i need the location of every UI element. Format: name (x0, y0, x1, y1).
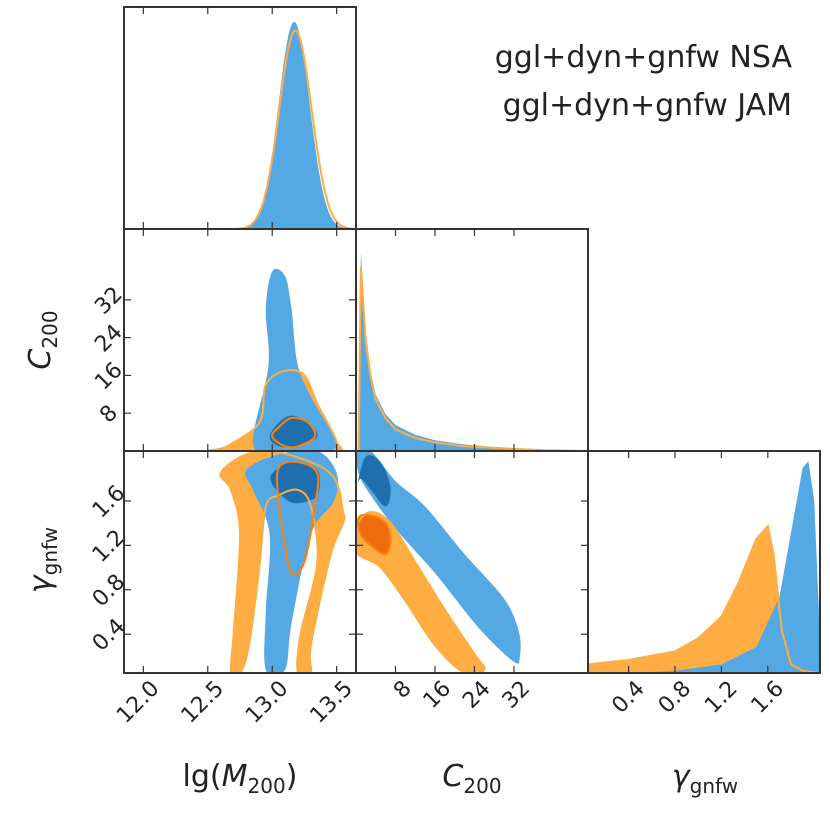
c200-marginal-jam-line (357, 267, 584, 451)
c200_vs_lgM-jam-outer-line (206, 368, 343, 451)
panel-gamma-vs-lgM (219, 451, 346, 673)
gamma-marginal-nsa-fill (588, 461, 820, 673)
frame-2-2 (587, 450, 821, 674)
xlabel-lgM: lg(M200) (183, 759, 298, 798)
xtick-label-lgM: 12.5 (177, 676, 229, 728)
panel-c200-marginal (357, 252, 584, 451)
c200_vs_lgM-jam-inner-line (271, 416, 317, 449)
frame-1-1 (355, 228, 589, 452)
axis-ticks (124, 7, 769, 673)
panel-gamma-vs-c200 (356, 451, 521, 673)
ylabel-gamma: γgnfw (23, 527, 62, 593)
c200_vs_lgM-nsa-outer (252, 268, 338, 451)
ytick-label-c200: 32 (90, 282, 127, 319)
xtick-label-lgM: 12.0 (112, 676, 164, 728)
xtick-label-gamma: 0.4 (607, 676, 649, 718)
lgM-marginal-nsa-fill (124, 21, 356, 229)
gamma_vs_lgM-jam-outer-line (219, 451, 346, 673)
xtick-label-lgM: 13.0 (241, 676, 293, 728)
ytick-label-c200: 24 (90, 320, 127, 357)
gamma-marginal-jam-line (588, 523, 820, 673)
panel-frames (123, 6, 821, 674)
gamma_vs_lgM-jam-inner-line (275, 460, 320, 576)
xtick-label-gamma: 1.6 (747, 676, 789, 718)
xtick-label-lgM: 13.5 (306, 676, 358, 728)
panel-lgM-marginal (124, 21, 356, 229)
xtick-label-c200: 16 (419, 676, 456, 713)
xlabel-c200: C200 (442, 759, 501, 798)
c200-marginal-nsa-fill (358, 252, 584, 451)
ytick-label-c200: 8 (95, 400, 123, 428)
xtick-label-c200: 8 (389, 676, 417, 704)
legend-entry-nsa: ggl+dyn+gnfw NSA (495, 40, 793, 75)
gamma_vs_c200-jam-outer-line (356, 510, 486, 673)
panel-gamma-marginal (588, 461, 820, 673)
xtick-label-gamma: 0.8 (654, 676, 696, 718)
xtick-label-gamma: 1.2 (700, 676, 742, 718)
legend-entry-jam: ggl+dyn+gnfw JAM (503, 88, 792, 123)
xtick-label-c200: 32 (498, 676, 535, 713)
ytick-label-c200: 16 (90, 358, 127, 395)
gamma_vs_c200-nsa-outer (356, 451, 521, 664)
gamma_vs_c200-jam-inner (357, 514, 391, 555)
xtick-label-c200: 24 (458, 676, 495, 713)
gamma_vs_c200-jam-inner-line (356, 513, 392, 556)
xlabel-gamma: γgnfw (672, 759, 738, 798)
ylabel-c200: C200 (23, 310, 62, 369)
gamma_vs_c200-nsa-inner (357, 455, 391, 507)
panel-c200-vs-lgM (206, 268, 343, 451)
